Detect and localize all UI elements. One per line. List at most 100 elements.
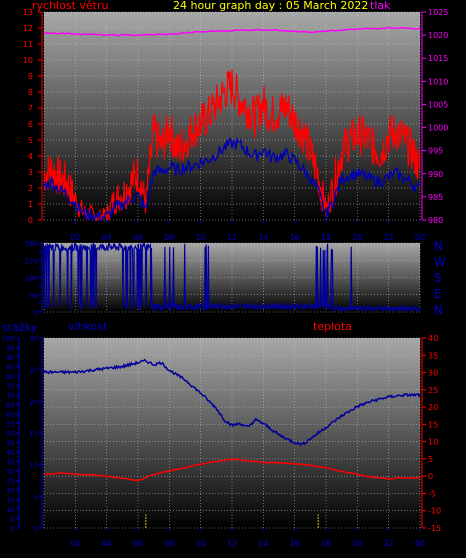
direction-tick-label: 360: [25, 240, 38, 248]
rain-tick-label: 70: [6, 392, 15, 400]
temperature-tick-label: 5: [428, 455, 433, 464]
time-tick-label: 10: [196, 539, 206, 548]
time-tick-label: 04: [102, 539, 112, 548]
time-tick-label: 16: [290, 539, 300, 548]
wind-tick-label: 0: [28, 216, 33, 225]
rain-tick-label: 10: [6, 506, 15, 514]
time-tick-label: 12: [227, 539, 237, 548]
time-tick-label: 22: [384, 233, 394, 242]
rain-header: srážky: [2, 321, 38, 334]
humidity-temperature-series: [43, 358, 421, 528]
compass-label-n-top: N: [434, 239, 443, 253]
pressure-tick-label: 1000: [428, 124, 448, 133]
temperature-tick-label: 35: [428, 351, 438, 360]
pressure-tick-label: 995: [428, 147, 443, 156]
wind-tick-label: 3: [28, 168, 33, 177]
temperature-tick-label: 15: [428, 420, 438, 429]
time-tick-label: 20: [352, 233, 362, 242]
rain-tick-label: 95: [6, 345, 15, 353]
wind-tick-label: 6: [28, 120, 33, 129]
humidity-tick-label: 10: [29, 462, 38, 470]
pressure-axis: 980 985 990 995 1000 1005 1010 1015 1020 1025: [421, 8, 448, 225]
rain-tick-label: 50: [6, 430, 15, 438]
wind-tick-label: 10: [23, 56, 33, 65]
temperature-tick-label: 25: [428, 386, 438, 395]
direction-tick-label: 270: [25, 257, 38, 265]
time-tick-label: 00: [415, 539, 425, 548]
rain-tick-label: 5: [11, 516, 15, 524]
humidity-axis: 0 5 10 15 20 25 30: [29, 335, 43, 533]
temperature-tick-label: -15: [428, 524, 441, 533]
pressure-tick-label: 1025: [428, 8, 448, 17]
direction-tick-label: 0: [34, 309, 38, 317]
pressure-tick-label: 1010: [428, 77, 448, 86]
temperature-tick-label: 40: [428, 334, 438, 343]
rain-tick-label: 55: [6, 421, 15, 429]
wind-tick-label: 9: [28, 72, 33, 81]
wind-pressure-series: [43, 26, 421, 223]
temperature-tick-label: 0: [428, 472, 433, 481]
humidity-tick-label: 20: [29, 398, 38, 406]
compass-label-n-bottom: N: [434, 303, 443, 317]
temperature-tick-label: 20: [428, 403, 438, 412]
humidity-tick-label: 5: [34, 493, 38, 501]
time-tick-label: 16: [290, 233, 300, 242]
rain-tick-label: 40: [6, 449, 15, 457]
humidity-line: [43, 358, 421, 447]
time-tick-label: 18: [321, 539, 331, 548]
rain-tick-label: 60: [6, 411, 15, 419]
pressure-tick-label: 980: [428, 216, 443, 225]
compass-label-e: E: [434, 287, 442, 301]
time-tick-label: 08: [164, 539, 174, 548]
wind-tick-label: 11: [23, 40, 33, 49]
humidity-tick-label: 0: [34, 525, 38, 533]
time-tick-label: 02: [70, 539, 80, 548]
compass-label-s: S: [434, 271, 442, 285]
wind-tick-label: 13: [23, 8, 33, 17]
wind-tick-label: 12: [23, 24, 33, 33]
time-tick-label: 20: [352, 539, 362, 548]
wind-tick-label: 5: [28, 136, 33, 145]
direction-tick-label: 180: [25, 275, 38, 283]
time-tick-label: 00: [415, 233, 425, 242]
pressure-tick-label: 1005: [428, 100, 448, 109]
humidity-header: vlhkost: [68, 320, 108, 333]
rain-tick-label: 30: [6, 468, 15, 476]
rain-tick-label: 85: [6, 364, 15, 372]
humidity-tick-label: 30: [29, 335, 38, 343]
wind-direction-series: [43, 241, 421, 313]
wind-pressure-plot-area: [44, 12, 420, 220]
wind-direction-plot-area: [44, 243, 420, 312]
time-tick-label: 22: [384, 539, 394, 548]
wind-tick-label: 1: [28, 200, 33, 209]
temperature-axis: -15 -10 -5 0 5 10 15 20 25 30 35 40: [421, 334, 441, 533]
humidity-tick-label: 15: [29, 430, 38, 438]
humidity-time-axis: 02 04 06 08 10 12 14 16 18 20 22 00: [70, 528, 425, 548]
pressure-line: [43, 26, 421, 37]
humidity-tick-label: 25: [29, 367, 38, 375]
time-tick-label: 04: [102, 233, 112, 242]
wind-time-axis: 02 04 06 08 10 12 14 16 18 20 22 00: [70, 220, 425, 242]
rain-tick-label: 80: [6, 373, 15, 381]
rain-tick-label: 100: [2, 335, 15, 343]
wind-average-line: [43, 136, 421, 223]
rain-tick-label: 0: [11, 525, 15, 533]
rain-tick-label: 65: [6, 402, 15, 410]
wind-speed-header: rychlost větru: [32, 0, 108, 12]
time-tick-label: 18: [321, 233, 331, 242]
time-tick-label: 08: [164, 233, 174, 242]
temperature-header: teplota: [313, 320, 352, 333]
rain-tick-label: 15: [6, 497, 15, 505]
time-tick-label: 06: [133, 539, 143, 548]
temperature-tick-label: -10: [428, 507, 441, 516]
temperature-tick-label: 10: [428, 438, 438, 447]
pressure-header: tlak: [370, 0, 391, 12]
compass-label-w: W: [434, 255, 446, 269]
wind-tick-label: 4: [28, 152, 33, 161]
time-tick-label: 02: [70, 233, 80, 242]
rain-tick-label: 35: [6, 459, 15, 467]
pressure-tick-label: 990: [428, 170, 443, 179]
direction-tick-label: 90: [29, 292, 38, 300]
